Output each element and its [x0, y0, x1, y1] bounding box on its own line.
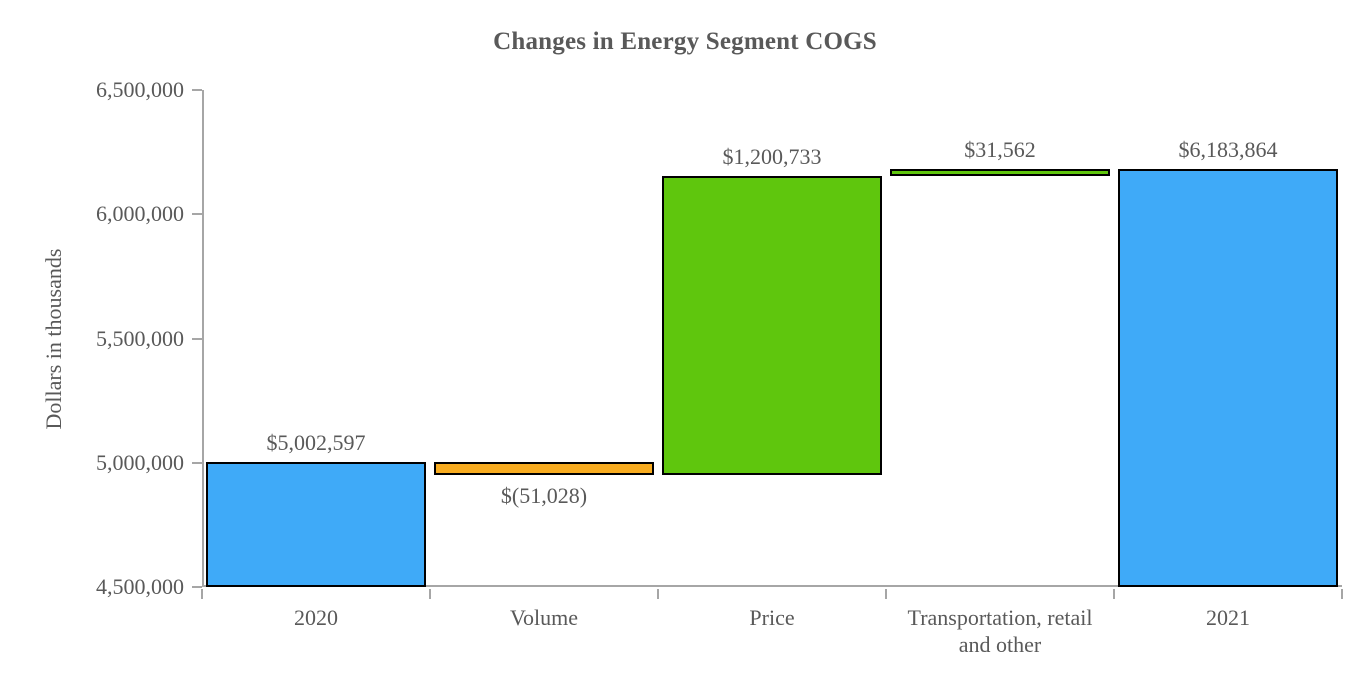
bar-4 [890, 168, 1110, 177]
bar-2 [434, 462, 654, 475]
x-category-label: Price [749, 605, 795, 630]
plot-area [202, 90, 1342, 587]
x-tick [1341, 589, 1343, 599]
y-tick-label: 5,000,000 [96, 449, 184, 475]
y-tick [192, 89, 202, 91]
x-category-label: 2021 [1206, 605, 1250, 630]
bar-5 [1118, 168, 1338, 587]
x-category-label: 2020 [294, 605, 338, 630]
y-tick [192, 213, 202, 216]
y-tick-label: 6,000,000 [96, 201, 184, 227]
bar-value-label: $5,002,597 [266, 430, 366, 456]
y-tick [192, 337, 202, 340]
bar-value-label: $31,562 [964, 136, 1036, 162]
bar-value-label: $6,183,864 [1178, 136, 1278, 162]
bar-value-label: $(51,028) [500, 482, 588, 508]
bar-value-label: $1,200,733 [722, 144, 822, 170]
y-tick-label: 5,500,000 [96, 325, 184, 351]
y-tick [192, 461, 202, 464]
x-tick [1113, 589, 1115, 599]
y-tick-label: 6,500,000 [96, 77, 184, 102]
x-tick [201, 589, 203, 599]
x-tick [657, 589, 659, 599]
bar-3 [662, 176, 882, 475]
bar-1 [206, 462, 426, 587]
x-category-label: Transportation, retail and other [907, 605, 1093, 657]
y-tick-label: 4,500,000 [96, 574, 184, 599]
chart-title: Changes in Energy Segment COGS [493, 28, 877, 55]
y-tick [192, 586, 202, 588]
x-tick [885, 589, 887, 599]
x-category-label: Volume [509, 605, 579, 630]
x-tick [429, 589, 431, 599]
